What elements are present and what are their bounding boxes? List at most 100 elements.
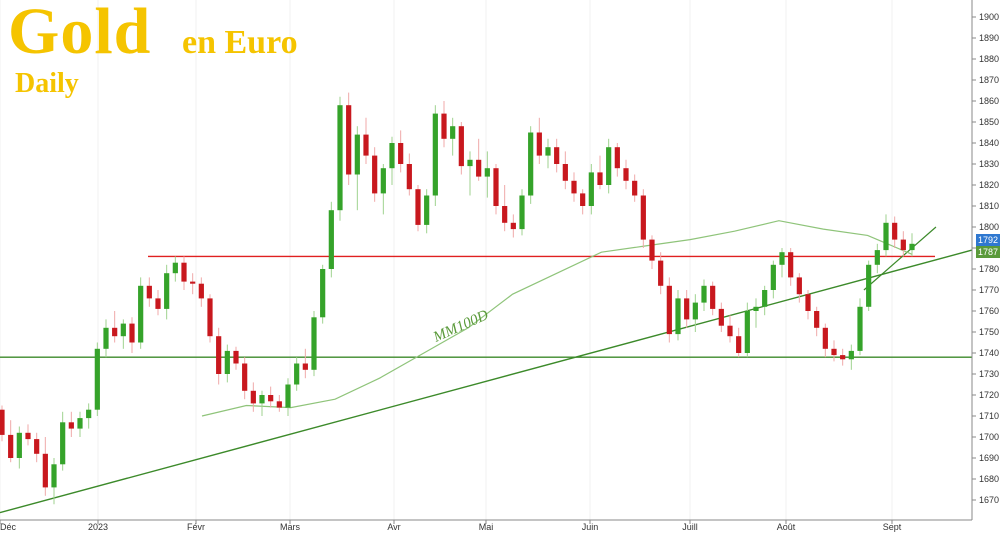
candle-body [796,277,802,295]
y-tick-label: 1760 [979,306,999,316]
candle-body [346,105,352,175]
candle-body [129,323,135,343]
candle-body [467,159,473,167]
candle-body [571,180,577,194]
candle-body [224,350,230,374]
candle-body [476,159,482,177]
candle-body [268,395,274,402]
candle-body [233,350,239,364]
candle-body [190,281,196,284]
candle-body [484,168,490,177]
x-tick-label: Juill [682,522,698,532]
candle-body [328,210,334,269]
candle-body [502,206,508,223]
candle-body [718,308,724,326]
candles [0,92,915,505]
candle-body [493,168,499,206]
candle-body [666,285,672,335]
candle-body [762,290,768,307]
candle-body [138,285,144,343]
candle-body [77,418,83,429]
candle-body [155,298,161,309]
y-tick-label: 1750 [979,327,999,337]
candle-body [216,336,222,374]
chart-subtitle: en Euro [182,24,298,61]
y-tick-label: 1690 [979,453,999,463]
candle-body [892,222,898,240]
y-tick-label: 1730 [979,369,999,379]
candle-body [545,147,551,156]
candle-body [805,294,811,311]
y-tick-label: 1740 [979,348,999,358]
last-price-value: 1792 [978,235,999,245]
candle-body [736,336,742,353]
candle-body [389,143,395,169]
candle-body [8,434,14,458]
candle-body [311,317,317,370]
candle-body [562,164,568,181]
candle-body [779,252,785,265]
candle-body [640,195,646,240]
candle-body [337,105,343,211]
y-tick-label: 1720 [979,390,999,400]
y-tick-label: 1890 [979,33,999,43]
x-tick-label: Avr [387,522,400,532]
y-tick-label: 1670 [979,495,999,505]
y-tick-label: 1850 [979,117,999,127]
candle-body [276,401,282,408]
candle-body [172,262,178,274]
candle-body [580,193,586,206]
y-tick-label: 1800 [979,222,999,232]
candle-body [632,180,638,196]
candle-body [294,363,300,385]
x-tick-label: Déc [0,522,17,532]
candle-body [302,363,308,370]
candle-body [450,126,456,139]
candle-body [554,147,560,164]
candle-body [198,283,204,299]
candle-body [857,306,863,351]
candle-body [701,285,707,303]
candle-body [103,327,109,349]
candle-body [900,239,906,251]
candle-body [744,311,750,353]
candle-body [866,264,872,307]
candle-body [536,132,542,156]
ma-price-tag: 1787 [976,246,1000,258]
y-tick-label: 1700 [979,432,999,442]
candle-body [692,302,698,320]
candle-body [658,260,664,286]
candle-body [788,252,794,278]
x-tick-label: Sept [883,522,902,532]
uptrend-line [0,249,973,514]
candle-body [34,439,40,454]
candle-body [380,168,386,194]
candle-body [822,327,828,349]
candle-body [354,134,360,175]
candle-body [519,195,525,230]
y-tick-label: 1770 [979,285,999,295]
x-tick-label: Juin [582,522,599,532]
candle-body [120,323,126,337]
candle-body [770,264,776,290]
candle-body [42,453,48,488]
candle-body [285,384,291,408]
chart-period: Daily [15,68,79,99]
candle-body [458,126,464,167]
candle-body [432,113,438,196]
candle-body [406,164,412,190]
last-price-tag: 1792 [976,234,1000,246]
candle-body [164,273,170,309]
candle-body [60,422,66,465]
candle-body [398,143,404,164]
candle-body [606,147,612,185]
candle-body [146,285,152,299]
y-tick-label: 1840 [979,138,999,148]
x-tick-label: 2023 [88,522,108,532]
candle-body [623,168,629,181]
candle-body [684,298,690,320]
candle-body [597,172,603,185]
candle-body [86,409,92,419]
short-uptrend-line [863,226,937,291]
